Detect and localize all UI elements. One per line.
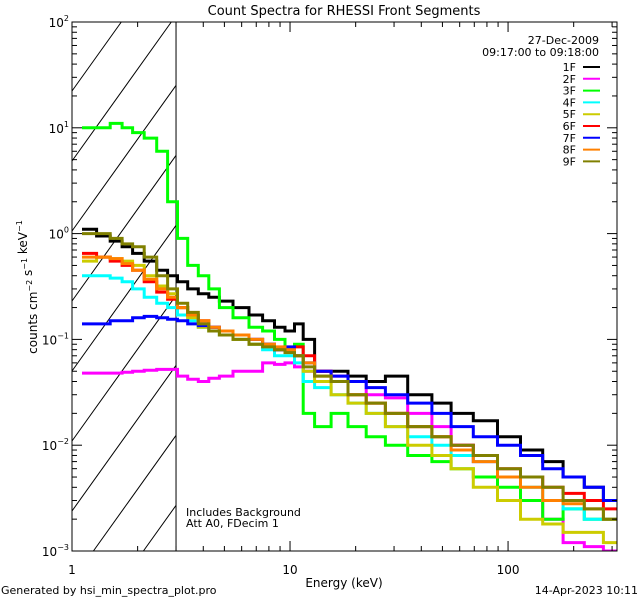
legend-label-8F: 8F	[563, 144, 576, 157]
legend-label-4F: 4F	[563, 96, 576, 109]
y-tick-label: 10−1	[42, 331, 69, 347]
x-tick-label: 1	[68, 563, 76, 577]
y-tick-label: 10−2	[42, 437, 69, 453]
tick-labels: 1 10 100 102 101 100 10−1 10−2 10−3	[42, 14, 520, 577]
legend-label-1F: 1F	[563, 61, 576, 74]
hatch-line	[71, 295, 177, 442]
legend-label-9F: 9F	[563, 155, 576, 168]
legend-label-2F: 2F	[563, 73, 576, 86]
series-group	[82, 121, 617, 551]
hatch-line	[71, 225, 177, 372]
footer-generated-by: Generated by hsi_min_spectra_plot.pro	[1, 584, 217, 597]
x-tick-label: 100	[497, 563, 520, 577]
date-label: 27-Dec-2009	[528, 34, 599, 47]
series-3F	[82, 121, 617, 521]
legend-label-6F: 6F	[563, 120, 576, 133]
series-1F	[82, 227, 617, 502]
hatch-line	[71, 21, 122, 92]
footer-timestamp: 14-Apr-2023 10:11	[535, 584, 638, 597]
x-axis-label: Energy (keV)	[305, 576, 382, 590]
series-9F	[82, 232, 617, 521]
hatch-line	[92, 435, 177, 552]
y-tick-label: 101	[49, 120, 69, 136]
hatch-line	[142, 505, 177, 552]
plot-frame	[71, 21, 618, 552]
legend-label-3F: 3F	[563, 85, 576, 98]
series-7F	[82, 314, 617, 502]
axis-ticks	[71, 22, 617, 552]
y-tick-label: 100	[49, 226, 69, 242]
chart-title: Count Spectra for RHESSI Front Segments	[208, 4, 481, 19]
y-tick-label: 10−3	[42, 543, 69, 559]
y-tick-label: 102	[49, 14, 69, 30]
hatch-line	[71, 365, 177, 512]
series-8F	[82, 255, 617, 521]
hatch-line	[71, 21, 172, 162]
annotation-attenuator: Att A0, FDecim 1	[186, 517, 279, 530]
annotation-background: Includes Background	[186, 506, 301, 519]
legend-label-5F: 5F	[563, 108, 576, 121]
legend-label-7F: 7F	[563, 132, 576, 145]
time-range-label: 09:17:00 to 09:18:00	[482, 46, 599, 59]
x-tick-label: 10	[282, 563, 297, 577]
y-axis-label: counts cm−2 s−1 keV−1	[15, 220, 40, 354]
hatch-line	[71, 85, 177, 232]
